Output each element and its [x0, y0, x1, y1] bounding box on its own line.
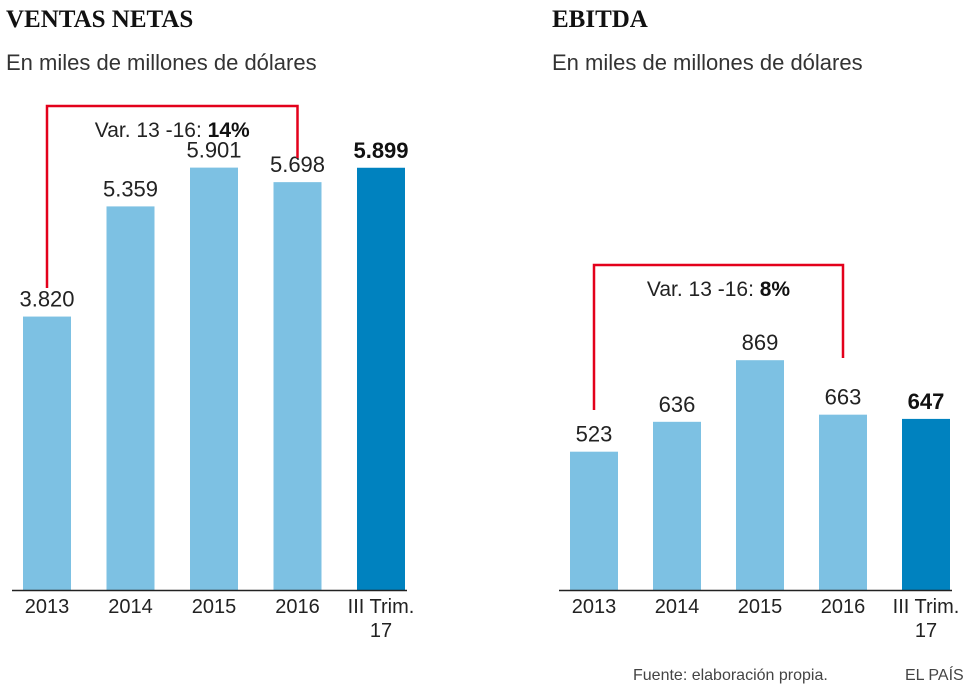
ventas-netas-chart: 3.82020135.35920145.90120155.69820165.89… [12, 106, 414, 642]
chart-subtitle-ventas: En miles de millones de dólares [6, 50, 317, 75]
ventas-category-label-4: III Trim. [348, 596, 415, 618]
ebitda-bar-1 [653, 422, 701, 590]
ventas-bar-1 [107, 206, 155, 590]
ebitda-category-label-4-line1: 17 [915, 620, 937, 642]
ebitda-bar-3 [819, 415, 867, 590]
ventas-category-label-4-line1: 17 [370, 620, 392, 642]
ventas-category-label-3: 2016 [275, 596, 320, 618]
ebitda-bar-2 [736, 360, 784, 590]
ventas-category-label-2: 2015 [192, 596, 237, 618]
ventas-variation-value: 14% [208, 119, 250, 142]
brand-label: EL PAÍS [905, 665, 964, 684]
ventas-variation-text: Var. 13 -16: [95, 119, 208, 142]
ventas-value-label-1: 5.359 [103, 176, 158, 201]
chart-canvas: VENTAS NETAS En miles de millones de dól… [0, 0, 980, 697]
chart-title-ventas: VENTAS NETAS [6, 6, 193, 33]
ebitda-bar-4 [902, 419, 950, 590]
ebitda-value-label-3: 663 [825, 385, 862, 410]
ebitda-category-label-1: 2014 [655, 596, 700, 618]
ebitda-value-label-4: 647 [908, 389, 945, 414]
ventas-bar-2 [190, 168, 238, 590]
ebitda-category-label-3: 2016 [821, 596, 866, 618]
ventas-category-label-1: 2014 [108, 596, 153, 618]
ventas-variation-label: Var. 13 -16: 14% [95, 119, 250, 142]
source-note: Fuente: elaboración propia. [633, 667, 828, 684]
ebitda-variation-value: 8% [760, 278, 791, 301]
ebitda-variation-text: Var. 13 -16: [647, 278, 760, 301]
ebitda-chart: 523 2013 636 2014 869 2015 663 2016 647 III Trim.… [559, 265, 959, 642]
ebitda-category-label-4: III Trim. [893, 596, 960, 618]
ebitda-value-label-2: 869 [742, 330, 779, 355]
ventas-value-label-4: 5.899 [353, 138, 408, 163]
ventas-bar-0 [23, 317, 71, 590]
ebitda-bar-0 [570, 452, 618, 590]
ebitda-value-label-1: 636 [659, 392, 696, 417]
chart-title-ebitda: EBITDA [552, 6, 648, 33]
ebitda-category-label-2: 2015 [738, 596, 783, 618]
ventas-category-label-0: 2013 [25, 596, 70, 618]
ebitda-variation-label: Var. 13 -16: 8% [647, 278, 791, 301]
ebitda-value-label-0: 523 [576, 422, 613, 447]
chart-subtitle-ebitda: En miles de millones de dólares [552, 50, 863, 75]
ventas-bar-3 [274, 182, 322, 590]
ventas-bar-4 [357, 168, 405, 590]
ebitda-category-label-0: 2013 [572, 596, 617, 618]
ventas-value-label-0: 3.820 [19, 287, 74, 312]
